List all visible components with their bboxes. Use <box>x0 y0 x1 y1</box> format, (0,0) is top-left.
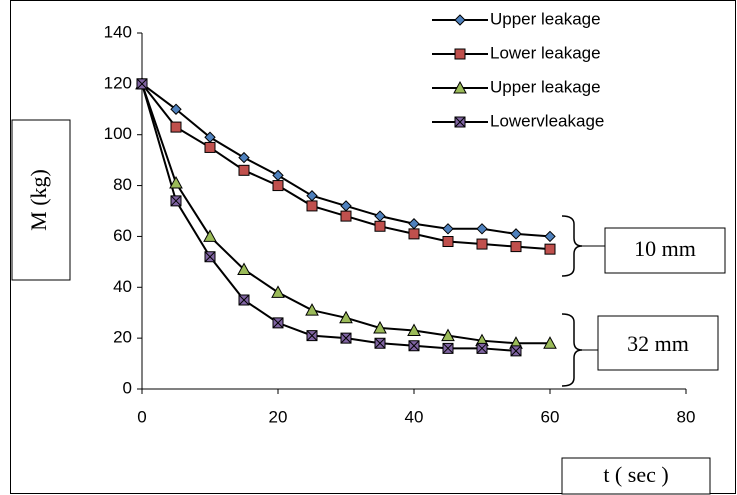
data-point <box>136 78 148 90</box>
y-tick-label: 40 <box>113 277 132 296</box>
brace <box>561 215 583 277</box>
data-point <box>169 175 183 189</box>
data-point <box>476 342 488 354</box>
data-point <box>442 342 454 354</box>
x-tick-label: 40 <box>405 407 424 426</box>
data-point <box>510 228 522 240</box>
legend-label: Lowervleakage <box>490 111 604 130</box>
legend-label: Upper leakage <box>490 9 601 28</box>
x-tick-label: 60 <box>541 407 560 426</box>
x-tick-label: 20 <box>269 407 288 426</box>
data-point <box>407 323 421 337</box>
annotation-box <box>597 315 719 371</box>
legend-marker <box>454 48 466 60</box>
data-point <box>408 218 420 230</box>
data-point <box>306 330 318 342</box>
data-point <box>204 251 216 263</box>
data-point <box>373 320 387 334</box>
data-point <box>170 121 182 133</box>
annotation: 10 mm <box>634 236 696 261</box>
data-point <box>510 241 522 253</box>
y-tick-label: 60 <box>113 226 132 245</box>
y-tick-label: 140 <box>104 22 132 41</box>
data-point <box>408 340 420 352</box>
data-point <box>476 238 488 250</box>
y-tick-label: 120 <box>104 73 132 92</box>
data-point <box>544 230 556 243</box>
annotation: 32 mm <box>627 331 689 356</box>
data-point <box>170 195 182 207</box>
data-point <box>374 210 386 222</box>
data-point <box>204 141 216 153</box>
data-point <box>340 200 352 212</box>
legend-label: Upper leakage <box>490 77 601 96</box>
data-point <box>203 229 217 242</box>
y-tick-label: 80 <box>113 175 132 194</box>
brace <box>561 313 583 387</box>
data-point <box>544 243 556 255</box>
data-point <box>374 337 386 349</box>
x-tick-label: 80 <box>677 407 696 426</box>
y-tick-label: 20 <box>113 328 132 347</box>
annotation-box <box>604 227 726 274</box>
data-point <box>510 345 522 357</box>
data-point <box>170 103 182 115</box>
x-tick-label: 0 <box>137 407 146 426</box>
data-point <box>238 294 250 306</box>
data-point <box>543 336 557 349</box>
legend-marker <box>454 14 466 26</box>
series-line <box>141 83 517 352</box>
data-point <box>238 151 250 164</box>
data-point <box>374 220 386 232</box>
data-point <box>271 285 285 298</box>
data-point <box>441 328 455 342</box>
x-label-box <box>561 457 711 495</box>
data-point <box>339 310 353 324</box>
y-axis-label: M (kg) <box>26 169 51 231</box>
legend-label: Lower leakage <box>490 43 601 62</box>
data-point <box>476 223 488 235</box>
data-point <box>306 190 318 202</box>
data-point <box>408 228 420 240</box>
data-point <box>340 210 352 222</box>
data-point <box>272 317 284 329</box>
data-point <box>442 223 454 235</box>
y-tick-label: 100 <box>104 124 132 143</box>
data-point <box>238 164 250 176</box>
y-label-box <box>11 119 71 281</box>
data-point <box>272 169 284 182</box>
data-point <box>237 262 251 275</box>
x-axis-label: t ( sec ) <box>603 462 668 487</box>
legend-marker <box>453 80 467 94</box>
data-point <box>305 303 319 316</box>
chart-frame <box>10 0 736 494</box>
data-point <box>272 180 284 192</box>
data-point <box>306 200 318 212</box>
y-tick-label: 0 <box>123 378 132 397</box>
legend-marker <box>454 116 466 128</box>
data-point <box>340 332 352 344</box>
data-point <box>442 236 454 248</box>
